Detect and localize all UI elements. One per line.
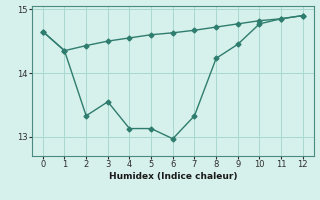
X-axis label: Humidex (Indice chaleur): Humidex (Indice chaleur) xyxy=(108,172,237,181)
